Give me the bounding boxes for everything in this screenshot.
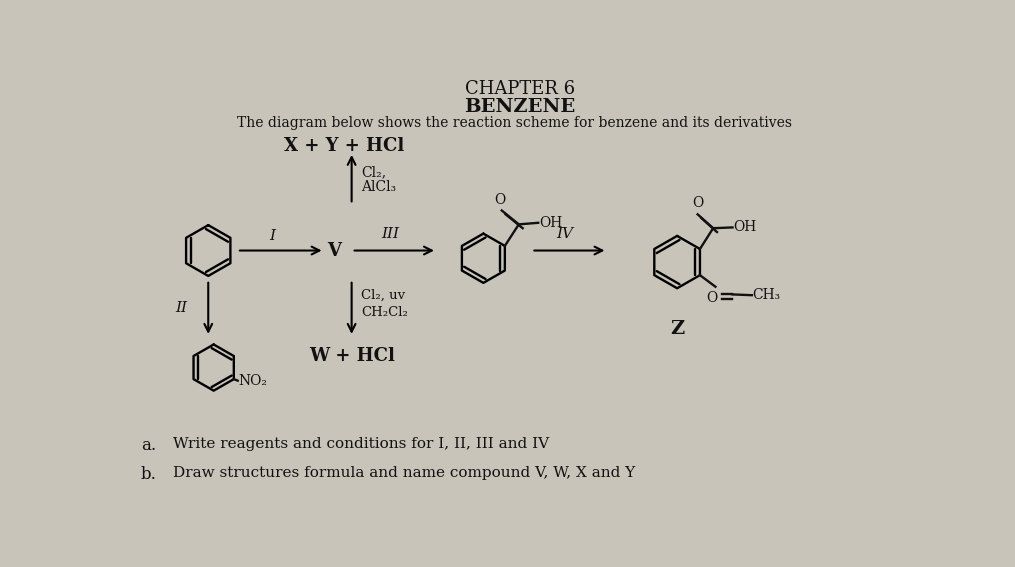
Text: CH₃: CH₃ <box>753 288 781 302</box>
Text: W + HCl: W + HCl <box>309 347 395 365</box>
Text: Draw structures formula and name compound V, W, X and Y: Draw structures formula and name compoun… <box>174 466 635 480</box>
Text: CHAPTER 6: CHAPTER 6 <box>465 79 574 98</box>
Text: AlCl₃: AlCl₃ <box>361 180 396 194</box>
Text: X + Y + HCl: X + Y + HCl <box>284 137 404 155</box>
Text: BENZENE: BENZENE <box>464 98 576 116</box>
Text: III: III <box>382 227 399 242</box>
Text: CH₂Cl₂: CH₂Cl₂ <box>361 306 408 319</box>
Text: O: O <box>494 193 505 208</box>
Text: Cl₂, uv: Cl₂, uv <box>361 289 405 302</box>
Text: I: I <box>270 229 276 243</box>
Text: The diagram below shows the reaction scheme for benzene and its derivatives: The diagram below shows the reaction sch… <box>236 116 792 130</box>
Text: OH: OH <box>733 221 756 234</box>
Text: Cl₂,: Cl₂, <box>361 165 386 179</box>
Text: b.: b. <box>141 466 156 483</box>
Text: NO₂: NO₂ <box>239 374 268 388</box>
Text: IV: IV <box>556 227 573 242</box>
Text: V: V <box>328 242 342 260</box>
Text: a.: a. <box>141 437 156 454</box>
Text: Z: Z <box>670 320 684 338</box>
Text: OH: OH <box>539 216 562 230</box>
Text: O: O <box>706 290 718 304</box>
Text: Write reagents and conditions for I, II, III and IV: Write reagents and conditions for I, II,… <box>174 437 549 451</box>
Text: O: O <box>692 196 703 210</box>
Text: II: II <box>176 301 187 315</box>
